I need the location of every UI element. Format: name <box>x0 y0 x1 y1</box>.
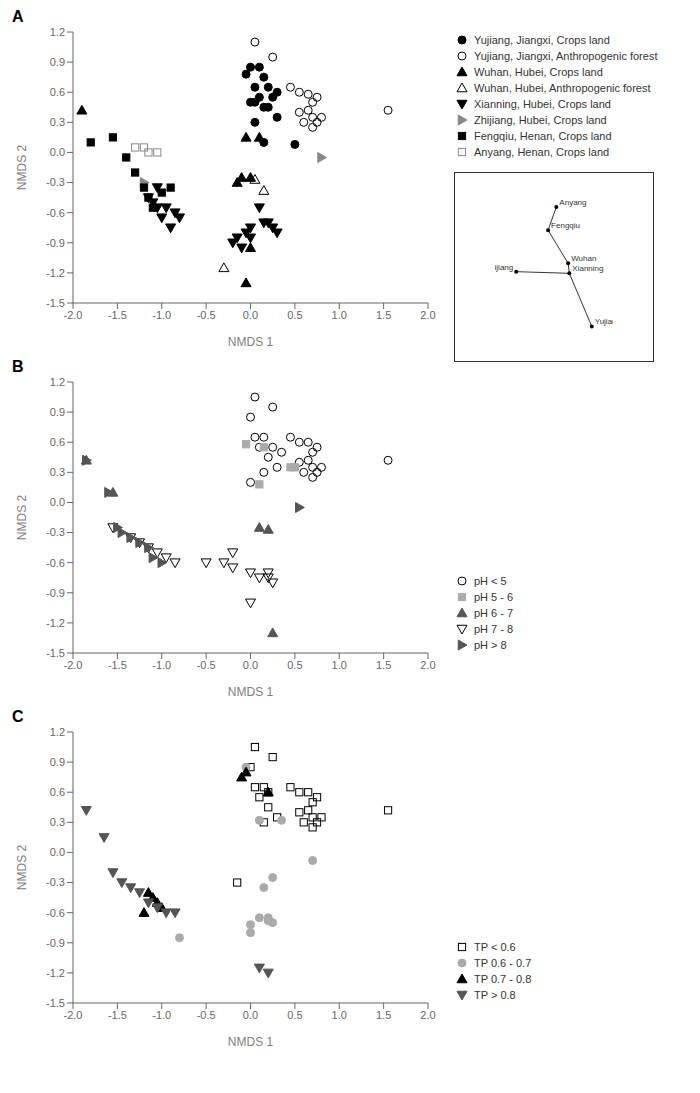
svg-text:1.2: 1.2 <box>50 726 65 738</box>
html-text:TP > 0.8: TP > 0.8 <box>474 989 516 1001</box>
svg-text:NMDS 1: NMDS 1 <box>228 335 274 349</box>
svg-text:Yujiang: Yujiang <box>595 317 613 326</box>
svg-text:-1.5: -1.5 <box>108 1009 127 1021</box>
svg-text:-1.0: -1.0 <box>152 659 171 671</box>
svg-text:NMDS 2: NMDS 2 <box>15 495 29 541</box>
svg-text:0.3: 0.3 <box>50 816 65 828</box>
svg-text:NMDS 1: NMDS 1 <box>228 685 274 699</box>
svg-text:-1.5: -1.5 <box>46 997 65 1009</box>
html-text:pH 6 - 7: pH 6 - 7 <box>474 607 514 619</box>
html-text:pH > 8: pH > 8 <box>474 639 507 651</box>
svg-text:1.2: 1.2 <box>50 376 65 388</box>
svg-text:-2.0: -2.0 <box>64 659 83 671</box>
svg-text:-0.3: -0.3 <box>46 876 65 888</box>
html-text:Yujiang, Jiangxi, Crops land: Yujiang, Jiangxi, Crops land <box>474 34 610 46</box>
svg-text:0.5: 0.5 <box>287 659 302 671</box>
svg-text:0.0: 0.0 <box>50 146 65 158</box>
svg-text:Zhijiang: Zhijiang <box>495 263 513 272</box>
html-text:Anyang, Henan, Crops land: Anyang, Henan, Crops land <box>474 146 610 158</box>
svg-text:0.0: 0.0 <box>50 846 65 858</box>
svg-text:-1.5: -1.5 <box>46 647 65 659</box>
svg-text:0.3: 0.3 <box>50 116 65 128</box>
svg-text:1.0: 1.0 <box>332 309 347 321</box>
svg-text:Wuhan: Wuhan <box>571 254 596 263</box>
svg-text:-0.6: -0.6 <box>46 207 65 219</box>
svg-text:-0.6: -0.6 <box>46 557 65 569</box>
svg-text:-0.3: -0.3 <box>46 526 65 538</box>
html-text:TP < 0.6: TP < 0.6 <box>474 941 516 953</box>
svg-text:Xianning: Xianning <box>572 264 603 273</box>
svg-text:0.0: 0.0 <box>243 309 258 321</box>
svg-text:-2.0: -2.0 <box>64 309 83 321</box>
svg-text:1.2: 1.2 <box>50 26 65 38</box>
svg-text:2.0: 2.0 <box>420 1009 435 1021</box>
svg-text:NMDS 2: NMDS 2 <box>15 845 29 891</box>
html-text:TP 0.7 - 0.8: TP 0.7 - 0.8 <box>474 973 532 985</box>
svg-text:0.6: 0.6 <box>50 436 65 448</box>
svg-text:0.9: 0.9 <box>50 56 65 68</box>
html-text:TP 0.6 - 0.7: TP 0.6 - 0.7 <box>474 957 532 969</box>
svg-text:0.3: 0.3 <box>50 466 65 478</box>
svg-text:-0.5: -0.5 <box>197 659 216 671</box>
html-text:Wuhan, Hubei, Crops land: Wuhan, Hubei, Crops land <box>474 66 603 78</box>
svg-text:0.6: 0.6 <box>50 786 65 798</box>
svg-text:1.0: 1.0 <box>332 659 347 671</box>
svg-text:-1.0: -1.0 <box>152 1009 171 1021</box>
svg-text:-0.6: -0.6 <box>46 907 65 919</box>
html-text:pH 7 - 8: pH 7 - 8 <box>474 623 514 635</box>
svg-text:-0.9: -0.9 <box>46 237 65 249</box>
svg-text:0.0: 0.0 <box>50 496 65 508</box>
svg-text:1.5: 1.5 <box>376 309 391 321</box>
svg-text:-1.0: -1.0 <box>152 309 171 321</box>
html-text:A: A <box>12 8 24 25</box>
svg-text:1.5: 1.5 <box>376 1009 391 1021</box>
svg-text:-1.5: -1.5 <box>108 309 127 321</box>
html-text:Yujiang, Jiangxi, Anthropogeni: Yujiang, Jiangxi, Anthropogenic forest <box>474 50 658 62</box>
svg-text:-0.3: -0.3 <box>46 176 65 188</box>
svg-text:-1.5: -1.5 <box>46 297 65 309</box>
svg-text:NMDS 2: NMDS 2 <box>15 145 29 191</box>
html-text:Fengqiu, Henan, Crops land: Fengqiu, Henan, Crops land <box>474 130 612 142</box>
svg-text:0.6: 0.6 <box>50 86 65 98</box>
svg-text:2.0: 2.0 <box>420 309 435 321</box>
svg-text:-1.2: -1.2 <box>46 617 65 629</box>
svg-text:0.0: 0.0 <box>243 659 258 671</box>
svg-text:-0.5: -0.5 <box>197 309 216 321</box>
svg-text:Anyang: Anyang <box>559 198 586 207</box>
svg-text:-0.9: -0.9 <box>46 587 65 599</box>
svg-text:1.5: 1.5 <box>376 659 391 671</box>
svg-text:-1.2: -1.2 <box>46 967 65 979</box>
html-text:Wuhan, Hubei, Anthropogenic fo: Wuhan, Hubei, Anthropogenic forest <box>474 82 651 94</box>
html-text:pH < 5: pH < 5 <box>474 575 507 587</box>
svg-text:-1.5: -1.5 <box>108 659 127 671</box>
svg-text:-0.5: -0.5 <box>197 1009 216 1021</box>
svg-text:0.5: 0.5 <box>287 309 302 321</box>
html-text:Zhijiang, Hubei, Crops land: Zhijiang, Hubei, Crops land <box>474 114 607 126</box>
svg-text:-1.2: -1.2 <box>46 267 65 279</box>
svg-text:1.0: 1.0 <box>332 1009 347 1021</box>
svg-text:0.9: 0.9 <box>50 756 65 768</box>
svg-text:-0.9: -0.9 <box>46 937 65 949</box>
html-text:C: C <box>12 708 24 725</box>
html-text:B: B <box>12 358 24 375</box>
html-text:Xianning, Hubei, Crops land: Xianning, Hubei, Crops land <box>474 98 611 110</box>
svg-text:-2.0: -2.0 <box>64 1009 83 1021</box>
svg-text:0.9: 0.9 <box>50 406 65 418</box>
svg-text:0.0: 0.0 <box>243 1009 258 1021</box>
svg-text:Fengqiu: Fengqiu <box>551 221 580 230</box>
svg-text:0.5: 0.5 <box>287 1009 302 1021</box>
svg-text:2.0: 2.0 <box>420 659 435 671</box>
html-text:pH 5 - 6: pH 5 - 6 <box>474 591 514 603</box>
svg-text:NMDS 1: NMDS 1 <box>228 1035 274 1049</box>
